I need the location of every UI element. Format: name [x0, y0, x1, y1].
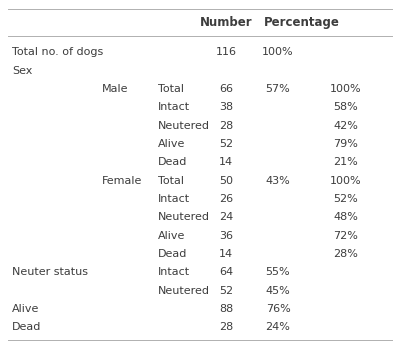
Text: 24%: 24% — [266, 322, 290, 332]
Text: 52: 52 — [219, 139, 233, 149]
Text: Neuter status: Neuter status — [12, 267, 88, 277]
Text: 52%: 52% — [334, 194, 358, 204]
Text: 36: 36 — [219, 230, 233, 240]
Text: 14: 14 — [219, 157, 233, 167]
Text: Percentage: Percentage — [264, 16, 340, 29]
Text: Intact: Intact — [158, 194, 190, 204]
Text: 100%: 100% — [330, 176, 362, 186]
Text: Neutered: Neutered — [158, 212, 210, 222]
Text: 48%: 48% — [334, 212, 358, 222]
Text: Intact: Intact — [158, 102, 190, 112]
Text: 52: 52 — [219, 286, 233, 296]
Text: Alive: Alive — [12, 304, 39, 314]
Text: Sex: Sex — [12, 66, 32, 76]
Text: Dead: Dead — [158, 249, 187, 259]
Text: Neutered: Neutered — [158, 121, 210, 131]
Text: Female: Female — [102, 176, 142, 186]
Text: 42%: 42% — [334, 121, 358, 131]
Text: 21%: 21% — [334, 157, 358, 167]
Text: 26: 26 — [219, 194, 233, 204]
Text: 57%: 57% — [266, 84, 290, 94]
Text: 28: 28 — [219, 121, 233, 131]
Text: 50: 50 — [219, 176, 233, 186]
Text: Total: Total — [158, 176, 184, 186]
Text: Alive: Alive — [158, 139, 185, 149]
Text: 43%: 43% — [266, 176, 290, 186]
Text: 116: 116 — [216, 47, 236, 57]
Text: 100%: 100% — [330, 84, 362, 94]
Text: 64: 64 — [219, 267, 233, 277]
Text: 28%: 28% — [334, 249, 358, 259]
Text: 79%: 79% — [334, 139, 358, 149]
Text: Total: Total — [158, 84, 184, 94]
Text: Intact: Intact — [158, 267, 190, 277]
Text: 88: 88 — [219, 304, 233, 314]
Text: 72%: 72% — [334, 230, 358, 240]
Text: Total no. of dogs: Total no. of dogs — [12, 47, 103, 57]
Text: 55%: 55% — [266, 267, 290, 277]
Text: Alive: Alive — [158, 230, 185, 240]
Text: 100%: 100% — [262, 47, 294, 57]
Text: 66: 66 — [219, 84, 233, 94]
Text: 14: 14 — [219, 249, 233, 259]
Text: Number: Number — [200, 16, 252, 29]
Text: Dead: Dead — [12, 322, 41, 332]
Text: Dead: Dead — [158, 157, 187, 167]
Text: 28: 28 — [219, 322, 233, 332]
Text: 24: 24 — [219, 212, 233, 222]
Text: 45%: 45% — [266, 286, 290, 296]
Text: 38: 38 — [219, 102, 233, 112]
Text: Male: Male — [102, 84, 128, 94]
Text: Neutered: Neutered — [158, 286, 210, 296]
Text: 76%: 76% — [266, 304, 290, 314]
Text: 58%: 58% — [334, 102, 358, 112]
